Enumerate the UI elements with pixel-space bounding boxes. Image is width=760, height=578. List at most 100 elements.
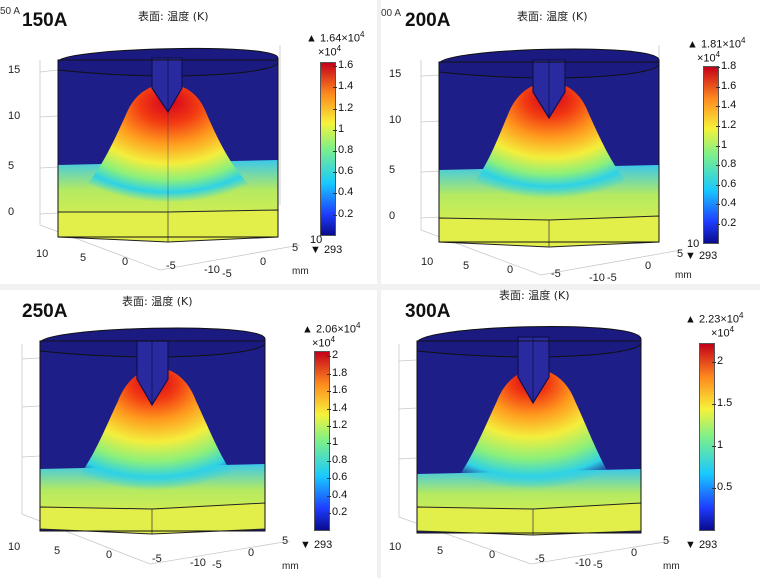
colorbar-tick-mark	[327, 513, 331, 515]
colorbar-min: ▼ 293	[300, 539, 333, 551]
colorbar-tick-mark	[712, 404, 716, 406]
colorbar-tick-mark	[327, 478, 331, 480]
panel-title: 表面: 温度 (K)	[138, 10, 209, 23]
z-tick-label: 15	[8, 64, 21, 76]
x-tick-label: 10	[421, 256, 434, 268]
colorbar-max-label: ▲ 1.81×10	[687, 38, 742, 51]
panel-title: 表面: 温度 (K)	[499, 289, 570, 302]
colorbar-tick-label: 0.5	[717, 481, 733, 494]
x-tick-label: -5	[152, 553, 162, 565]
electrode-tip	[517, 336, 550, 405]
colorbar-tick-mark	[716, 224, 720, 226]
colorbar-scale-factor: ×10	[318, 46, 337, 59]
panel-label: 200A	[405, 10, 451, 31]
colorbar-tick-mark	[716, 125, 720, 127]
colorbar-tick-label: 1.2	[332, 418, 348, 431]
colorbar-tick-label: 0.2	[721, 217, 737, 230]
colorbar-scale-factor: ×10	[697, 52, 716, 65]
colorbar-scale-exponent: 4	[715, 50, 721, 59]
colorbar-tick-mark	[327, 373, 331, 375]
cut-header-fragment: 00 A	[381, 8, 402, 19]
colorbar-tick-mark	[716, 66, 720, 68]
x-tick-label: -10	[204, 264, 220, 276]
panel-150a: 150A 表面: 温度 (K) 50 A ▲ 1.64×104 ×104 1.6…	[0, 0, 380, 289]
colorbar-tick-label: 1.4	[338, 80, 354, 93]
colorbar-edge-tick: 10	[687, 238, 700, 250]
colorbar-tick-label: 1.6	[332, 384, 348, 397]
colorbar-max: ▲ 1.81×104	[687, 36, 745, 51]
temperature-plume	[443, 82, 657, 228]
colorbar-max-label: ▲ 2.23×10	[685, 313, 740, 326]
temperature-plume	[421, 369, 639, 523]
y-tick-label: -5	[222, 268, 232, 280]
x-tick-label: 5	[80, 252, 87, 264]
colorbar-min: ▼ 293	[685, 539, 718, 551]
y-tick-label: 5	[663, 535, 670, 547]
colorbar-tick-label: 0.6	[721, 177, 737, 190]
colorbar-max-exponent: 4	[360, 30, 365, 39]
x-tick-label: -5	[166, 260, 176, 272]
colorbar-tick-mark	[333, 66, 337, 68]
colorbar-tick-mark	[716, 204, 720, 206]
panel-graphic	[398, 326, 672, 565]
x-tick-label: 10	[36, 248, 49, 260]
panel-graphic	[39, 45, 301, 271]
x-tick-label: -5	[551, 268, 561, 280]
colorbar-tick-label: 0.4	[332, 488, 348, 501]
temperature-plume	[62, 83, 276, 225]
x-tick-label: 5	[463, 260, 470, 272]
colorbar-tick-label: 1.8	[721, 59, 737, 72]
x-tick-label: 5	[437, 545, 444, 557]
colorbar-tick-label: 1.4	[332, 401, 348, 414]
x-tick-label: 5	[54, 545, 61, 557]
colorbar-tick-label: 0.4	[338, 186, 354, 199]
colorbar-tick-label: 1.5	[717, 397, 733, 410]
colorbar-tick-mark	[333, 151, 337, 153]
y-tick-label: 0	[631, 547, 638, 559]
colorbar-tick-mark	[716, 165, 720, 167]
x-tick-label: -10	[575, 557, 591, 569]
colorbar-tick-label: 0.4	[721, 197, 737, 210]
x-tick-label: 0	[507, 264, 514, 276]
colorbar-tick-label: 2	[717, 355, 724, 368]
colorbar-tick-label: 0.8	[721, 158, 737, 171]
x-tick-label: 0	[122, 256, 129, 268]
z-tick-label: 0	[8, 206, 15, 218]
colorbar-tick-label: 1.8	[332, 366, 348, 379]
colorbar-tick-label: 1.2	[338, 101, 354, 114]
axes-grid	[39, 45, 301, 271]
z-tick-label: 0	[389, 210, 396, 222]
panel-label: 250A	[22, 301, 68, 322]
colorbar-tick-label: 0.6	[338, 165, 354, 178]
colorbar-tick-mark	[716, 86, 720, 88]
y-tick-label: 0	[645, 260, 652, 272]
colorbar-tick-label: 0.2	[338, 207, 354, 220]
panel-title: 表面: 温度 (K)	[122, 295, 193, 308]
y-tick-label: 0	[248, 547, 255, 559]
colorbar-tick-label: 0.8	[332, 453, 348, 466]
colorbar-min: ▼ 293	[310, 244, 343, 256]
colorbar-scale-exponent: 4	[330, 335, 336, 344]
x-tick-label: -5	[535, 553, 545, 565]
colorbar-max-label: ▲ 2.06×10	[302, 323, 357, 336]
colorbar-max: ▲ 2.23×104	[685, 311, 743, 326]
colorbar-tick-mark	[327, 408, 331, 410]
y-tick-label: -5	[212, 559, 222, 571]
x-tick-label: -10	[589, 272, 605, 284]
x-tick-label: -10	[190, 557, 206, 569]
colorbar-scale-exponent: 4	[729, 325, 735, 334]
colorbar-tick-mark	[327, 356, 331, 358]
colorbar	[703, 66, 719, 244]
colorbar-scale-factor: ×10	[711, 327, 730, 340]
colorbar-tick-label: 1.2	[721, 118, 737, 131]
colorbar	[314, 351, 330, 531]
colorbar-tick-mark	[333, 87, 337, 89]
colorbar-tick-mark	[712, 362, 716, 364]
x-tick-label: 0	[106, 549, 113, 561]
colorbar-tick-label: 1.6	[721, 79, 737, 92]
electrode-tip	[151, 57, 183, 114]
colorbar-scale: ×104	[312, 335, 335, 350]
colorbar-tick-mark	[716, 145, 720, 147]
y-tick-label: 5	[282, 535, 289, 547]
